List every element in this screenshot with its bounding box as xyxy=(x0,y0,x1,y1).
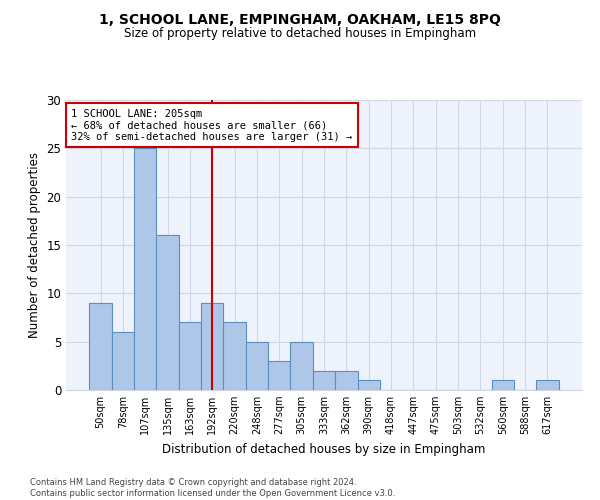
Text: 1, SCHOOL LANE, EMPINGHAM, OAKHAM, LE15 8PQ: 1, SCHOOL LANE, EMPINGHAM, OAKHAM, LE15 … xyxy=(99,12,501,26)
Bar xyxy=(268,361,290,390)
Bar xyxy=(112,332,134,390)
Bar xyxy=(313,370,335,390)
Bar xyxy=(335,370,358,390)
Bar xyxy=(358,380,380,390)
Bar xyxy=(201,303,223,390)
Bar xyxy=(223,322,246,390)
Text: Distribution of detached houses by size in Empingham: Distribution of detached houses by size … xyxy=(163,442,485,456)
Y-axis label: Number of detached properties: Number of detached properties xyxy=(28,152,41,338)
Bar xyxy=(157,236,179,390)
Bar xyxy=(290,342,313,390)
Bar xyxy=(536,380,559,390)
Bar xyxy=(134,148,157,390)
Bar xyxy=(246,342,268,390)
Text: 1 SCHOOL LANE: 205sqm
← 68% of detached houses are smaller (66)
32% of semi-deta: 1 SCHOOL LANE: 205sqm ← 68% of detached … xyxy=(71,108,352,142)
Text: Contains HM Land Registry data © Crown copyright and database right 2024.
Contai: Contains HM Land Registry data © Crown c… xyxy=(30,478,395,498)
Bar xyxy=(89,303,112,390)
Bar xyxy=(491,380,514,390)
Bar xyxy=(179,322,201,390)
Text: Size of property relative to detached houses in Empingham: Size of property relative to detached ho… xyxy=(124,28,476,40)
